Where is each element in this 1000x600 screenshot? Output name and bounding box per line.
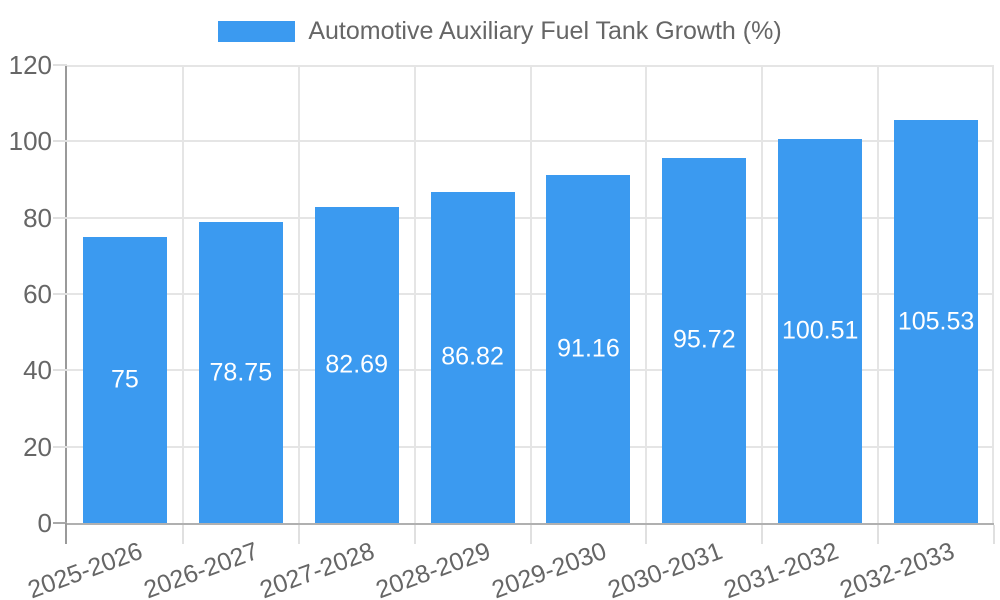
y-axis-label: 120 [8, 50, 52, 80]
bar-value-label: 75 [111, 365, 139, 394]
x-tick [413, 525, 416, 544]
bar-value-label: 91.16 [557, 334, 620, 363]
v-gridline [877, 65, 880, 523]
bar-value-label: 78.75 [209, 358, 273, 387]
v-gridline [529, 65, 532, 523]
v-gridline [181, 65, 184, 523]
y-tick [53, 140, 67, 143]
x-tick [645, 525, 648, 544]
x-axis-label: 2032-2033 [835, 537, 958, 600]
legend[interactable]: Automotive Auxiliary Fuel Tank Growth (%… [0, 16, 1000, 46]
x-axis-label: 2026-2027 [140, 537, 263, 600]
y-axis-label: 100 [8, 126, 52, 157]
v-gridline [297, 65, 300, 523]
y-tick [53, 522, 67, 524]
bar-value-label: 86.82 [441, 342, 504, 371]
y-axis-label: 0 [37, 508, 52, 538]
y-tick [53, 369, 67, 372]
y-axis-label: 20 [23, 431, 52, 462]
bar[interactable]: 78.75 [198, 222, 283, 523]
x-tick [529, 525, 532, 544]
bar-value-label: 105.53 [897, 307, 975, 336]
v-gridline [992, 65, 994, 523]
bar[interactable]: 91.16 [546, 175, 631, 523]
x-axis-label: 2031-2032 [719, 537, 842, 600]
x-tick [65, 523, 67, 544]
bar-value-label: 82.69 [325, 350, 388, 379]
x-axis-label: 2027-2028 [256, 537, 379, 600]
x-tick [181, 525, 184, 544]
bar[interactable]: 95.72 [662, 157, 747, 523]
v-gridline [761, 65, 764, 523]
y-tick [53, 64, 67, 66]
x-axis-label: 2030-2031 [603, 537, 726, 600]
bar[interactable]: 105.53 [894, 120, 979, 523]
x-tick [761, 525, 764, 544]
x-tick [877, 525, 880, 544]
legend-label: Automotive Auxiliary Fuel Tank Growth (%… [308, 16, 782, 45]
x-tick [993, 525, 995, 544]
v-gridline [413, 65, 416, 523]
y-axis-label: 80 [23, 202, 52, 233]
bar-value-label: 95.72 [673, 325, 736, 354]
x-axis-label: 2025-2026 [24, 537, 147, 600]
y-tick [53, 445, 67, 448]
x-tick [297, 525, 300, 544]
y-axis-label: 60 [23, 279, 52, 309]
x-axis-label: 2029-2030 [488, 537, 611, 600]
legend-swatch [218, 20, 296, 42]
y-tick [53, 216, 67, 219]
v-gridline [645, 65, 648, 523]
plot-area: 75 78.75 82.69 86.82 91.16 95.72 100.51 105.53 [65, 65, 994, 525]
bar[interactable]: 82.69 [314, 207, 399, 523]
y-axis-label: 40 [23, 355, 52, 386]
y-tick [53, 293, 67, 295]
x-axis-label: 2028-2029 [372, 537, 495, 600]
bar[interactable]: 75 [82, 236, 167, 523]
bar-value-label: 100.51 [781, 316, 859, 345]
bar[interactable]: 100.51 [778, 139, 863, 523]
bar[interactable]: 86.82 [430, 191, 515, 523]
